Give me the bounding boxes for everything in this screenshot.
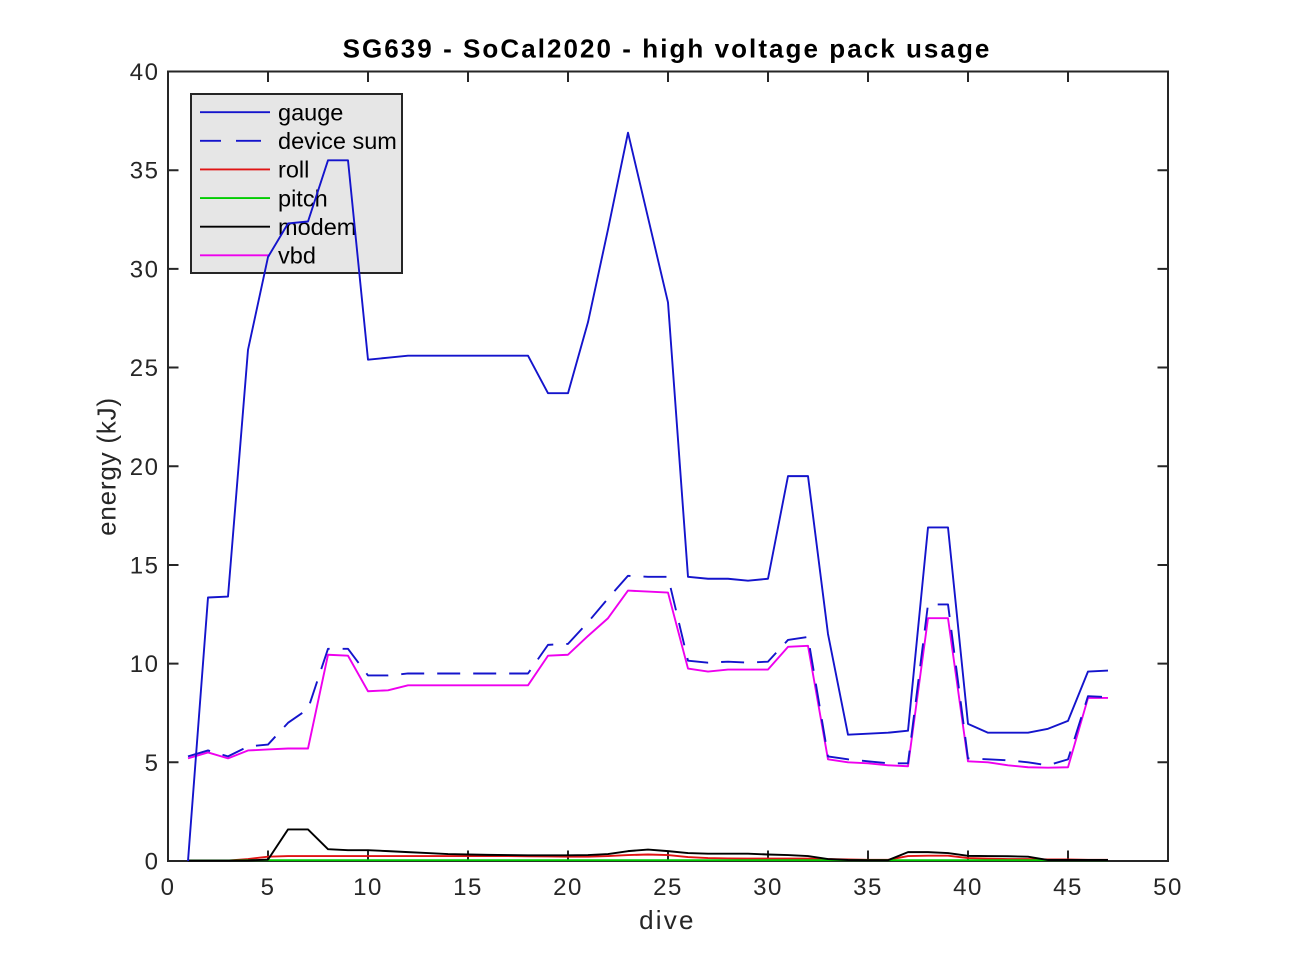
svg-text:0: 0 <box>145 849 160 876</box>
svg-text:20: 20 <box>553 874 583 901</box>
svg-text:35: 35 <box>130 158 160 185</box>
svg-text:SG639 - SoCal2020 - high volta: SG639 - SoCal2020 - high voltage pack us… <box>343 34 992 64</box>
svg-text:dive: dive <box>639 905 696 935</box>
svg-text:15: 15 <box>130 552 160 579</box>
svg-text:30: 30 <box>753 874 783 901</box>
svg-text:5: 5 <box>261 874 276 901</box>
svg-text:25: 25 <box>130 355 160 382</box>
svg-text:30: 30 <box>130 256 160 283</box>
svg-text:40: 40 <box>130 59 160 86</box>
svg-text:15: 15 <box>453 874 483 901</box>
svg-text:roll: roll <box>278 157 309 183</box>
svg-text:device sum: device sum <box>278 128 397 154</box>
svg-text:modem: modem <box>278 214 356 240</box>
svg-text:5: 5 <box>145 750 160 777</box>
svg-text:20: 20 <box>130 454 160 481</box>
svg-text:40: 40 <box>953 874 983 901</box>
svg-text:10: 10 <box>353 874 383 901</box>
svg-text:50: 50 <box>1153 874 1183 901</box>
svg-text:pitch: pitch <box>278 185 328 211</box>
svg-text:45: 45 <box>1053 874 1083 901</box>
svg-text:vbd: vbd <box>278 243 316 269</box>
svg-text:energy (kJ): energy (kJ) <box>92 397 122 536</box>
svg-text:gauge: gauge <box>278 99 343 125</box>
svg-text:25: 25 <box>653 874 683 901</box>
svg-text:0: 0 <box>161 874 176 901</box>
svg-text:10: 10 <box>130 651 160 678</box>
svg-text:35: 35 <box>853 874 883 901</box>
